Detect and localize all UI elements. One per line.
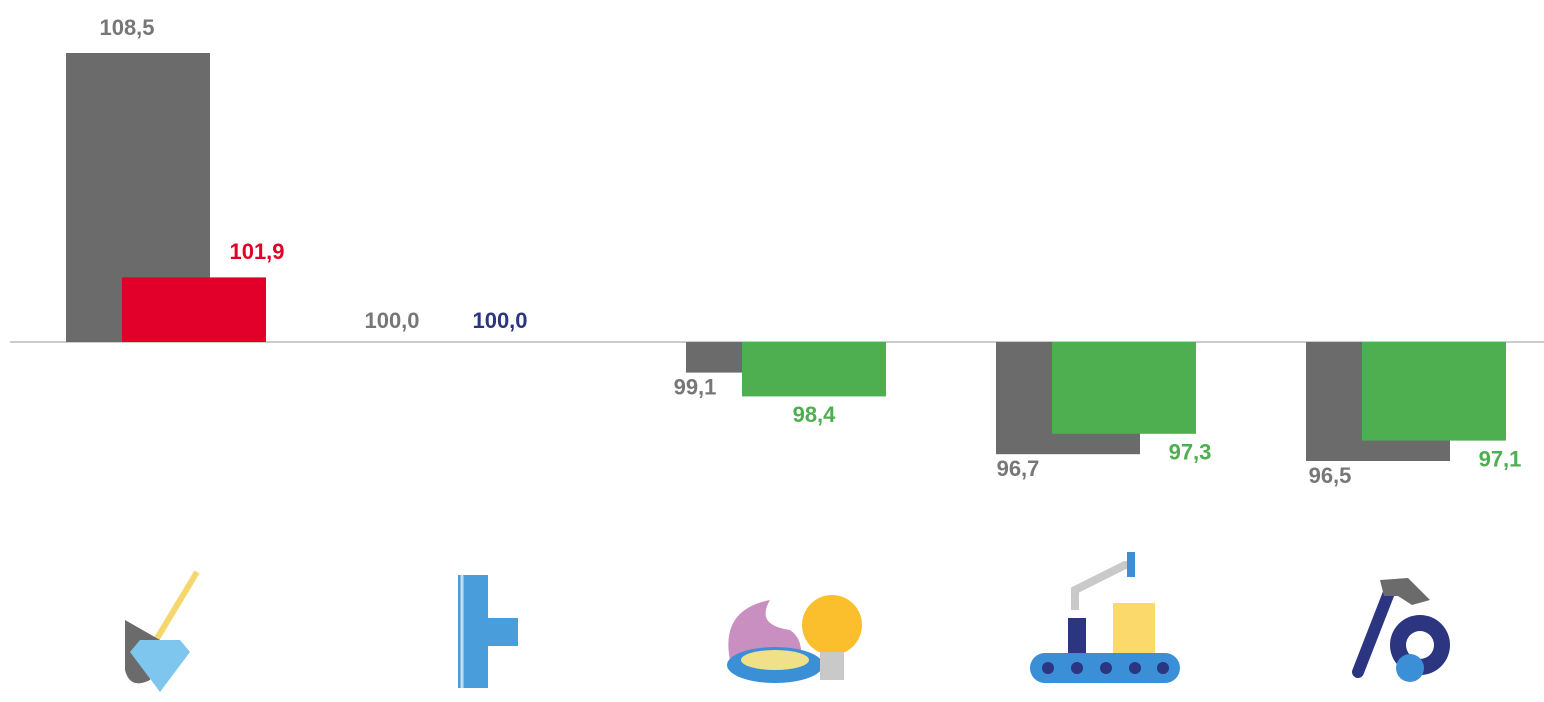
value-label: 100,0 <box>364 308 419 333</box>
value-label: 97,1 <box>1479 446 1522 471</box>
icon-mining <box>125 570 200 692</box>
icon-energy <box>727 595 862 683</box>
icon-machinery <box>1352 578 1450 682</box>
value-label: 99,1 <box>674 374 717 399</box>
bar <box>742 342 886 397</box>
value-label: 96,7 <box>997 456 1040 481</box>
value-label: 101,9 <box>229 239 284 264</box>
icons <box>125 552 1450 692</box>
value-label: 100,0 <box>472 308 527 333</box>
value-label: 108,5 <box>99 15 154 40</box>
bar <box>122 277 266 342</box>
value-label: 97,3 <box>1169 440 1212 465</box>
icon-factory <box>1030 552 1180 683</box>
bar <box>1362 342 1506 441</box>
bar <box>1052 342 1196 434</box>
icon-pipe <box>458 575 518 688</box>
value-label: 98,4 <box>793 402 837 427</box>
value-label: 96,5 <box>1309 463 1352 488</box>
